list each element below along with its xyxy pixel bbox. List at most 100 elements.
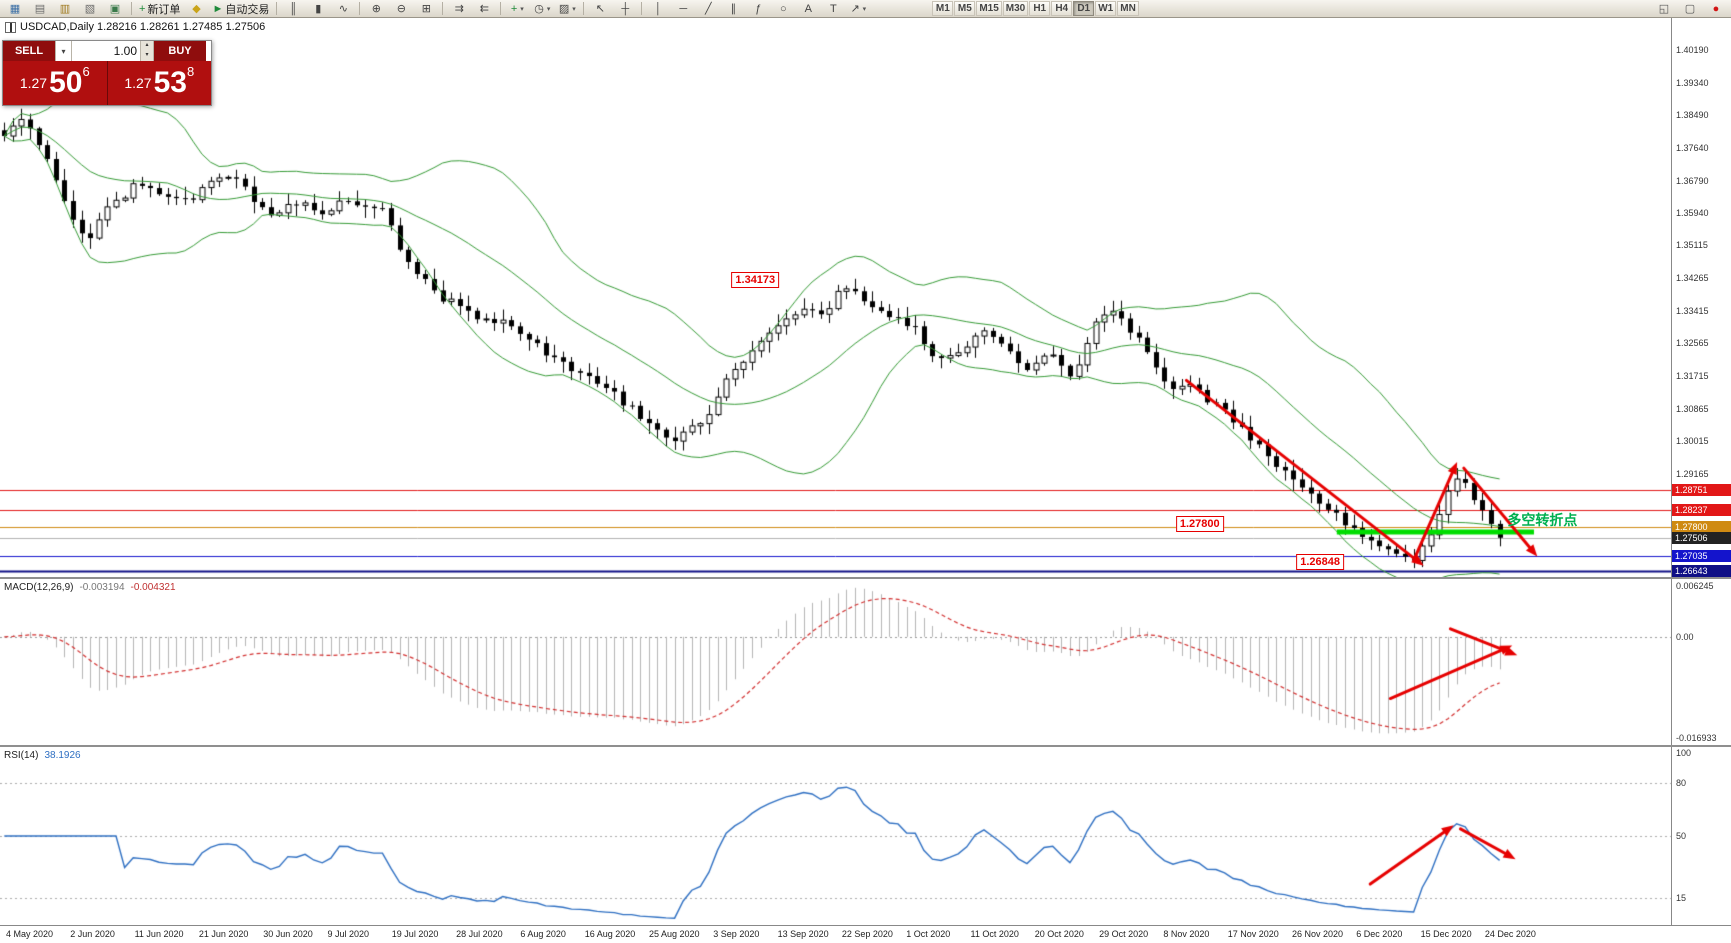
trendline-icon[interactable]: ╱: [696, 0, 720, 18]
volume-dropdown[interactable]: ▾: [55, 41, 72, 61]
fullscreen-icon[interactable]: ▢: [1678, 0, 1702, 18]
buy-price[interactable]: 1.27 53 8: [108, 61, 212, 105]
annotation-low-price[interactable]: 1.26848: [1296, 554, 1344, 571]
tile-windows-icon[interactable]: ⊞: [414, 0, 438, 18]
turning-point-label[interactable]: 多空转折点: [1507, 512, 1578, 529]
one-click-trading-panel: SELL ▾ ▴ ▾ BUY 1.27 50 6 1.27 53 8: [2, 40, 212, 106]
autotrading-button[interactable]: ► 自动交易: [209, 0, 272, 18]
rsi-value: 38.1926: [44, 750, 81, 761]
zoom-out-icon[interactable]: ⊖: [389, 0, 413, 18]
time-axis-label: 29 Oct 2020: [1099, 929, 1149, 939]
annotation-support-price[interactable]: 1.27800: [1175, 515, 1224, 532]
new-order-button[interactable]: + 新订单: [136, 0, 183, 18]
equidistant-channel-icon[interactable]: ∥: [721, 0, 745, 18]
toolbar-separator: [442, 2, 444, 15]
buy-button[interactable]: BUY: [154, 41, 206, 61]
fibonacci-icon[interactable]: ƒ: [746, 0, 770, 18]
macd-axis[interactable]: 0.006245 0.00 -0.016933: [1671, 579, 1731, 745]
timeframe-mn[interactable]: MN: [1117, 1, 1139, 16]
volume-input[interactable]: [72, 41, 140, 61]
new-order-button: +: [139, 2, 146, 15]
new-chart-icon[interactable]: ▦: [3, 0, 27, 18]
terminal-icon[interactable]: ▣: [103, 0, 127, 18]
chevron-down-icon: ▾: [546, 5, 551, 13]
price-axis-label: 1.30015: [1676, 436, 1709, 447]
periods-icon: ◷: [534, 2, 544, 15]
buy-price-prefix: 1.27: [124, 75, 152, 91]
price-axis-label: 1.35940: [1676, 208, 1709, 219]
volume-up-icon[interactable]: ▴: [141, 41, 153, 51]
price-axis[interactable]: 1.40190 1.39340 1.38490 1.37640 1.36790 1.359…: [1671, 18, 1731, 578]
metaeditor-icon[interactable]: ◆: [184, 0, 208, 18]
price-axis-label: 1.33415: [1676, 305, 1709, 316]
price-chart-canvas[interactable]: [0, 18, 1671, 577]
text-icon[interactable]: A: [796, 0, 820, 18]
text-label-icon[interactable]: T: [821, 0, 845, 18]
chevron-down-icon: ▾: [520, 5, 524, 13]
timeframe-d1[interactable]: D1: [1073, 1, 1095, 16]
timeframe-w1[interactable]: W1: [1095, 1, 1117, 16]
sell-button[interactable]: SELL: [3, 41, 55, 61]
rsi-name: RSI(14): [4, 750, 39, 761]
zoom-in-icon[interactable]: ⊕: [364, 0, 388, 18]
volume-down-icon[interactable]: ▾: [141, 51, 153, 61]
arrows-icon[interactable]: ↗ ▾: [846, 0, 870, 18]
main-chart-panel: USDCAD,Daily 1.28216 1.28261 1.27485 1.2…: [0, 18, 1731, 578]
chart-shift-icon[interactable]: ⇇: [472, 0, 496, 18]
time-axis-label: 9 Jul 2020: [327, 929, 370, 939]
notifications-icon[interactable]: ●: [1704, 0, 1728, 18]
price-axis-label: 1.36790: [1676, 175, 1709, 186]
horizontal-line-icon[interactable]: ─: [671, 0, 695, 18]
auto-scroll-icon[interactable]: ⇉: [447, 0, 471, 18]
profiles-icon[interactable]: ▤: [28, 0, 52, 18]
macd-signal-value: -0.004321: [130, 582, 176, 593]
templates-icon: ▨: [558, 2, 570, 15]
cursor-icon[interactable]: ↖: [588, 0, 612, 18]
sell-price[interactable]: 1.27 50 6: [3, 61, 107, 105]
time-axis[interactable]: 4 May 2020 2 Jun 2020 11 Jun 2020 21 Jun 20…: [0, 925, 1731, 943]
timeframe-h1[interactable]: H1: [1029, 1, 1051, 16]
time-axis-label: 8 Nov 2020: [1163, 929, 1210, 939]
panel-splitter[interactable]: [0, 577, 1731, 579]
price-axis-label: 1.34265: [1676, 272, 1709, 283]
rsi-canvas[interactable]: [0, 747, 1671, 925]
indicators-icon[interactable]: + ▾: [505, 0, 529, 18]
candlestick-chart-icon: ▮: [315, 2, 322, 15]
market-watch-icon[interactable]: ▥: [53, 0, 77, 18]
macd-canvas[interactable]: [0, 579, 1671, 745]
rsi-axis-label: 100: [1676, 748, 1692, 758]
time-axis-label: 28 Jul 2020: [456, 929, 503, 939]
timeframe-m30[interactable]: M30: [1002, 1, 1029, 16]
metaeditor-icon: ◆: [192, 2, 201, 15]
price-axis-label: 1.30865: [1676, 403, 1709, 414]
periods-icon[interactable]: ◷ ▾: [530, 0, 554, 18]
bar-chart-icon[interactable]: ║: [281, 0, 305, 18]
new-chart-icon: ▦: [9, 2, 21, 15]
timeframe-h4[interactable]: H4: [1051, 1, 1073, 16]
vertical-line-icon[interactable]: │: [646, 0, 670, 18]
line-chart-icon: ∿: [338, 2, 348, 15]
toolbar-right: ◱ ▢ ●: [1652, 0, 1728, 18]
rsi-axis[interactable]: 100 80 50 15: [1671, 747, 1731, 925]
line-chart-icon[interactable]: ∿: [331, 0, 355, 18]
crosshair-icon[interactable]: ┼: [613, 0, 637, 18]
chart-shift-icon: ⇇: [479, 2, 489, 15]
sell-price-prefix: 1.27: [19, 75, 48, 91]
templates-icon[interactable]: ▨ ▾: [555, 0, 579, 18]
time-axis-label: 4 May 2020: [6, 929, 54, 939]
annotation-high-price[interactable]: 1.34173: [731, 271, 780, 288]
candlestick-chart-icon[interactable]: ▮: [306, 0, 330, 18]
buy-price-pip: 8: [186, 64, 195, 79]
timeframe-m15[interactable]: M15: [976, 1, 1002, 16]
toolbar-separator: [500, 2, 502, 15]
time-axis-label: 11 Oct 2020: [970, 929, 1019, 939]
timeframe-m1[interactable]: M1: [932, 1, 954, 16]
timeframe-m5[interactable]: M5: [954, 1, 976, 16]
time-axis-label: 13 Sep 2020: [777, 929, 829, 939]
navigator-icon[interactable]: ▧: [78, 0, 102, 18]
text-label-icon: T: [829, 2, 837, 15]
horizontal-line-icon: ─: [679, 2, 688, 15]
shapes-icon[interactable]: ○: [771, 0, 795, 18]
dock-icon[interactable]: ◱: [1652, 0, 1676, 18]
panel-splitter[interactable]: [0, 745, 1731, 747]
